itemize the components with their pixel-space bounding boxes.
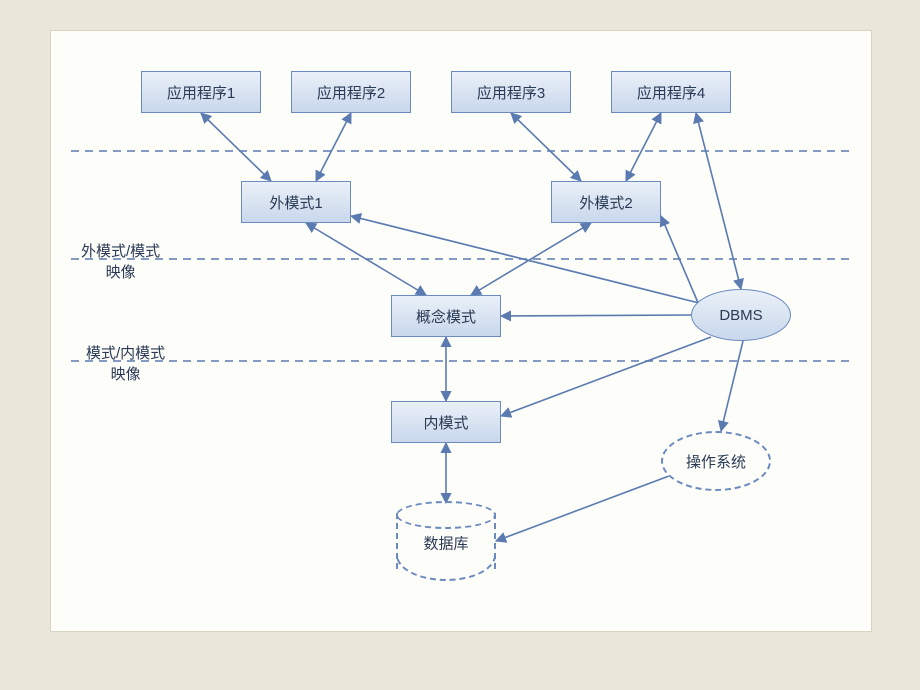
node-app4: 应用程序4 [611, 71, 731, 113]
node-ext2: 外模式2 [551, 181, 661, 223]
node-db: 数据库 [396, 501, 496, 581]
node-dbms: DBMS [691, 289, 791, 341]
node-app1: 应用程序1 [141, 71, 261, 113]
diagram-canvas: 应用程序1 应用程序2 应用程序3 应用程序4 外模式1 外模式2 概念模式内模式 DBMS 操… [50, 30, 872, 632]
node-app3: 应用程序3 [451, 71, 571, 113]
label-map2: 模式/内模式映像 [86, 343, 165, 385]
node-app2: 应用程序2 [291, 71, 411, 113]
node-os: 操作系统 [661, 431, 771, 491]
node-inner: 内模式 [391, 401, 501, 443]
node-concept: 概念模式 [391, 295, 501, 337]
node-ext1: 外模式1 [241, 181, 351, 223]
label-map1: 外模式/模式映像 [81, 241, 160, 283]
